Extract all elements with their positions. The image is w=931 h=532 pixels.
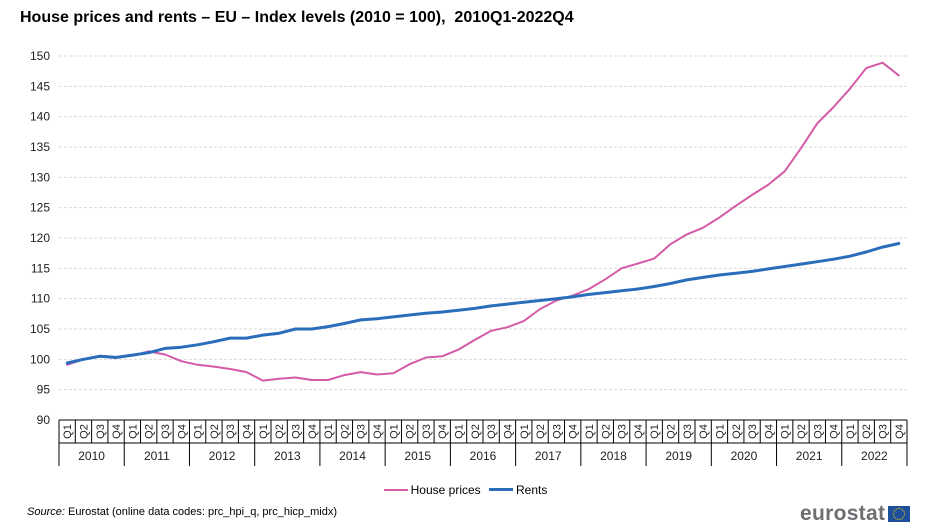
x-tick-quarter: Q2 xyxy=(796,424,808,439)
x-tick-quarter: Q1 xyxy=(649,424,661,439)
x-tick-quarter: Q1 xyxy=(454,424,466,439)
x-tick-quarter: Q2 xyxy=(666,424,678,439)
x-tick-quarter: Q2 xyxy=(78,424,90,439)
x-tick-quarter: Q3 xyxy=(225,424,237,439)
legend: House prices Rents xyxy=(0,480,931,497)
x-tick-quarter: Q3 xyxy=(160,424,172,439)
source-text: Eurostat (online data codes: prc_hpi_q, … xyxy=(64,506,338,518)
x-tick-year: 2014 xyxy=(339,449,366,463)
x-tick-quarter: Q1 xyxy=(127,424,139,439)
chart-title: House prices and rents – EU – Index leve… xyxy=(20,9,574,26)
y-tick-label: 110 xyxy=(31,292,50,306)
x-tick-quarter: Q2 xyxy=(144,424,156,439)
legend-swatch-house-prices xyxy=(383,489,408,491)
x-tick-quarter: Q3 xyxy=(290,424,302,439)
y-tick-label: 125 xyxy=(30,201,50,215)
x-tick-quarter: Q4 xyxy=(307,424,319,439)
x-tick-quarter: Q4 xyxy=(111,424,123,439)
y-tick-label: 135 xyxy=(30,140,50,154)
y-tick-label: 105 xyxy=(30,322,50,336)
x-tick-quarter: Q1 xyxy=(584,424,596,439)
x-tick-quarter: Q3 xyxy=(682,424,694,439)
x-tick-quarter: Q2 xyxy=(470,424,482,439)
x-tick-quarter: Q4 xyxy=(829,424,841,439)
logo-text: eurostat xyxy=(800,502,886,525)
x-tick-quarter: Q3 xyxy=(747,424,759,439)
legend-item-house-prices[interactable]: House prices xyxy=(383,483,481,497)
x-tick-year: 2019 xyxy=(665,449,692,463)
series-line-rents xyxy=(65,242,901,365)
x-tick-quarter: Q2 xyxy=(861,424,873,439)
x-tick-quarter: Q3 xyxy=(421,424,433,439)
x-tick-quarter: Q1 xyxy=(62,424,74,439)
x-tick-quarter: Q3 xyxy=(486,424,498,439)
x-tick-quarter: Q1 xyxy=(714,424,726,439)
x-tick-quarter: Q1 xyxy=(780,424,792,439)
series-line-house-prices xyxy=(66,61,900,382)
legend-item-rents[interactable]: Rents xyxy=(486,483,547,497)
y-tick-label: 145 xyxy=(30,79,50,93)
legend-label: House prices xyxy=(410,483,481,497)
x-tick-quarter: Q4 xyxy=(633,424,645,439)
legend-label: Rents xyxy=(516,482,548,497)
x-tick-quarter: Q4 xyxy=(568,424,580,439)
x-tick-quarter: Q4 xyxy=(894,424,906,439)
x-tick-quarter: Q4 xyxy=(372,424,384,439)
x-tick-quarter: Q2 xyxy=(274,424,286,439)
legend-swatch-rents xyxy=(489,488,513,491)
y-tick-label: 95 xyxy=(37,383,51,397)
eurostat-logo: eurostat xyxy=(800,502,911,526)
x-tick-year: 2020 xyxy=(731,449,758,463)
x-tick-quarter: Q3 xyxy=(356,424,368,439)
x-tick-year: 2015 xyxy=(404,449,431,463)
x-tick-quarter: Q2 xyxy=(535,424,547,439)
x-tick-year: 2018 xyxy=(600,449,627,463)
series-lines xyxy=(65,61,901,382)
x-tick-year: 2021 xyxy=(796,449,823,463)
x-tick-year: 2010 xyxy=(78,449,105,463)
x-tick-quarter: Q1 xyxy=(323,424,335,439)
y-tick-label: 140 xyxy=(30,110,50,124)
y-axis-ticks: 90 95 100 105 110 115 120 125 130 135 140 145 150 xyxy=(30,49,50,427)
gridlines xyxy=(59,55,907,391)
y-tick-label: 90 xyxy=(37,413,51,427)
y-tick-label: 150 xyxy=(30,49,50,63)
x-tick-quarter: Q3 xyxy=(878,424,890,439)
x-tick-quarter: Q4 xyxy=(437,424,449,439)
x-tick-quarter: Q4 xyxy=(698,424,710,439)
y-tick-label: 130 xyxy=(30,170,50,184)
y-tick-label: 115 xyxy=(31,261,50,275)
x-tick-quarter: Q2 xyxy=(339,424,351,439)
x-tick-quarter: Q4 xyxy=(502,424,514,439)
x-tick-quarter: Q4 xyxy=(242,424,254,439)
x-tick-quarter: Q1 xyxy=(845,424,857,439)
x-tick-year: 2012 xyxy=(209,449,236,463)
x-tick-quarter: Q1 xyxy=(258,424,270,439)
x-axis: Q1 Q2 Q3 Q4 Q1 Q2 Q3 Q4 Q1 Q2 Q3 Q4 Q1 Q2 Q3 Q4 Q1 Q2 Q3 Q4… xyxy=(58,419,908,466)
y-tick-label: 100 xyxy=(30,352,50,366)
x-tick-quarter: Q2 xyxy=(731,424,743,439)
source-note: Source: Eurostat (online data codes: prc… xyxy=(27,506,337,518)
x-tick-year: 2022 xyxy=(861,449,888,463)
x-tick-quarter: Q3 xyxy=(812,424,824,439)
x-tick-year: 2013 xyxy=(274,449,301,463)
line-chart: 90 95 100 105 110 115 120 125 130 135 140 145 150 Q1… xyxy=(30,49,908,466)
x-tick-quarter: Q4 xyxy=(176,424,188,439)
y-tick-label: 120 xyxy=(30,231,50,245)
x-tick-year: 2016 xyxy=(470,449,497,463)
x-tick-year: 2017 xyxy=(535,449,562,463)
source-prefix: Source: xyxy=(27,506,65,518)
x-tick-quarter: Q1 xyxy=(519,424,531,439)
x-tick-quarter: Q2 xyxy=(600,424,612,439)
x-tick-quarter: Q3 xyxy=(551,424,563,439)
x-tick-quarter: Q4 xyxy=(763,424,775,439)
x-tick-quarter: Q3 xyxy=(617,424,629,439)
x-tick-quarter: Q2 xyxy=(405,424,417,439)
x-tick-quarter: Q1 xyxy=(193,424,205,439)
eu-flag-icon xyxy=(888,506,911,522)
x-tick-quarter: Q3 xyxy=(95,424,107,439)
x-tick-year: 2011 xyxy=(144,449,170,463)
x-tick-quarter: Q2 xyxy=(209,424,221,439)
x-tick-quarter: Q1 xyxy=(388,424,400,439)
